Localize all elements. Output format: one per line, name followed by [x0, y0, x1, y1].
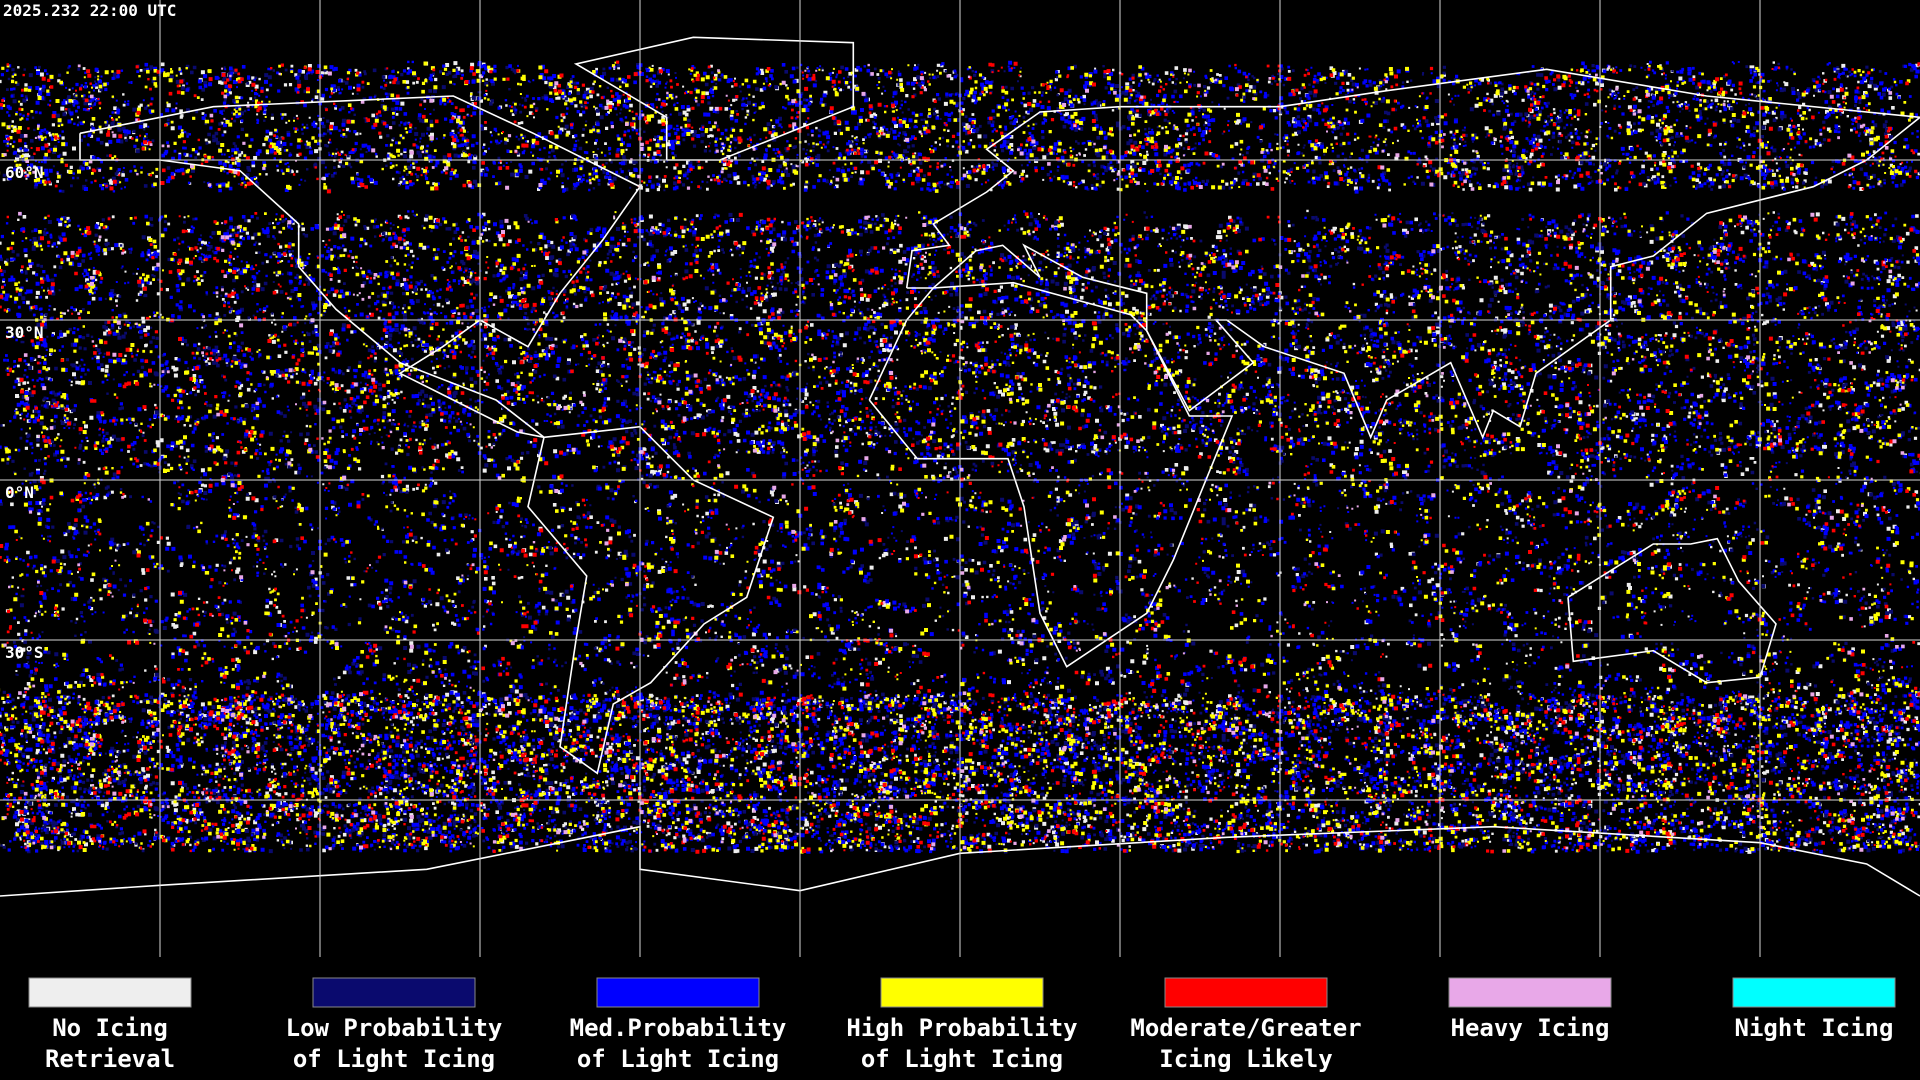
legend-swatch: [1165, 978, 1327, 1007]
legend-swatch: [1733, 978, 1895, 1007]
legend-label: Night Icing: [1735, 1014, 1894, 1042]
legend-label: Retrieval: [45, 1045, 175, 1073]
legend-label: Med.Probability: [570, 1014, 787, 1042]
timestamp: 2025.232 22:00 UTC: [3, 1, 176, 20]
legend-swatch: [881, 978, 1043, 1007]
legend-label: of Light Icing: [861, 1045, 1063, 1073]
latitude-label: 60°N: [5, 163, 44, 182]
legend-swatch: [313, 978, 475, 1007]
latitude-label: 30°S: [5, 643, 44, 662]
legend-label: Icing Likely: [1159, 1045, 1332, 1073]
legend-label: of Light Icing: [293, 1045, 495, 1073]
legend-label: High Probability: [846, 1014, 1077, 1042]
latitude-label: 0°N: [5, 483, 34, 502]
legend-label: No Icing: [52, 1014, 168, 1042]
legend-label: of Light Icing: [577, 1045, 779, 1073]
latitude-label: 30°N: [5, 323, 44, 342]
legend-label: Low Probability: [286, 1014, 503, 1042]
legend-label: Moderate/Greater: [1130, 1014, 1361, 1042]
legend-label: Heavy Icing: [1451, 1014, 1610, 1042]
legend-swatch: [29, 978, 191, 1007]
legend-swatch: [597, 978, 759, 1007]
legend-swatch: [1449, 978, 1611, 1007]
